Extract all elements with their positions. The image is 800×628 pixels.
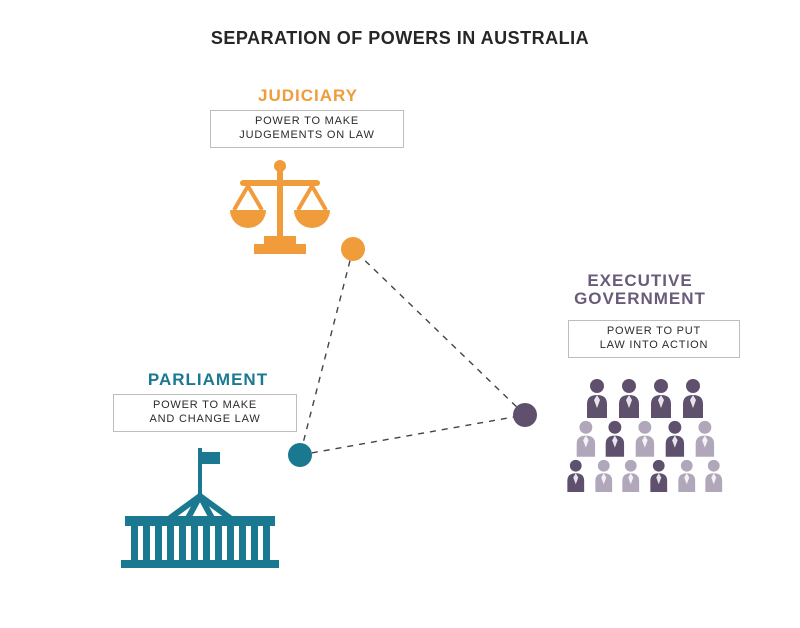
judiciary-title: JUDICIARY [228, 86, 388, 106]
people-row [573, 420, 718, 457]
people-group-icon [545, 378, 745, 492]
people-row [564, 459, 725, 493]
judiciary-title-text: JUDICIARY [258, 86, 358, 105]
edge-parliament-executive [300, 415, 525, 455]
executive-title-l2: GOVERNMENT [574, 289, 706, 308]
judiciary-desc-l2: JUDGEMENTS ON LAW [239, 129, 374, 141]
executive-title-l1: EXECUTIVE [587, 271, 692, 290]
executive-desc: POWER TO PUT LAW INTO ACTION [568, 320, 740, 358]
executive-desc-l2: LAW INTO ACTION [600, 339, 709, 351]
person-icon [573, 420, 599, 457]
person-icon [675, 459, 699, 493]
people-row [583, 378, 707, 418]
person-icon [602, 420, 628, 457]
executive-title: EXECUTIVE GOVERNMENT [540, 272, 740, 308]
person-icon [692, 420, 718, 457]
person-icon [702, 459, 726, 493]
title-text: SEPARATION OF POWERS IN AUSTRALIA [211, 28, 589, 48]
diagram-canvas: SEPARATION OF POWERS IN AUSTRALIA JUDICI… [0, 0, 800, 628]
person-icon [592, 459, 616, 493]
parliament-title: PARLIAMENT [118, 370, 298, 390]
judiciary-desc: POWER TO MAKE JUDGEMENTS ON LAW [210, 110, 404, 148]
edge-executive-judiciary [353, 249, 525, 415]
person-icon [583, 378, 611, 418]
executive-node [513, 403, 537, 427]
person-icon [679, 378, 707, 418]
parliament-desc: POWER TO MAKE AND CHANGE LAW [113, 394, 297, 432]
person-icon [632, 420, 658, 457]
parliament-desc-l1: POWER TO MAKE [153, 399, 257, 411]
judiciary-desc-l1: POWER TO MAKE [255, 115, 359, 127]
person-icon [615, 378, 643, 418]
person-icon [647, 459, 671, 493]
person-icon [619, 459, 643, 493]
page-title: SEPARATION OF POWERS IN AUSTRALIA [0, 28, 800, 49]
scales-icon [220, 158, 340, 268]
person-icon [662, 420, 688, 457]
parliament-title-text: PARLIAMENT [148, 370, 268, 389]
judiciary-node [341, 237, 365, 261]
parliament-node [288, 443, 312, 467]
edge-judiciary-parliament [300, 249, 353, 455]
executive-desc-l1: POWER TO PUT [607, 325, 701, 337]
person-icon [564, 459, 588, 493]
person-icon [647, 378, 675, 418]
parliament-desc-l2: AND CHANGE LAW [149, 413, 260, 425]
parliament-building-icon [115, 448, 285, 578]
